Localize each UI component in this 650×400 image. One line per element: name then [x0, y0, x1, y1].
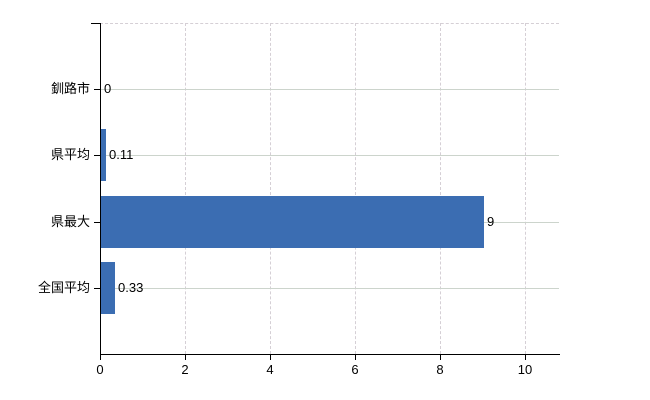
x-tick-label: 4 [266, 362, 274, 377]
gridline-vertical [270, 23, 271, 354]
gridline-horizontal [101, 288, 559, 289]
gridline-vertical [525, 23, 526, 354]
x-tick [100, 355, 101, 360]
x-tick-label: 10 [517, 362, 533, 377]
x-tick [525, 355, 526, 360]
x-tick [440, 355, 441, 360]
x-tick [270, 355, 271, 360]
y-axis-end-tick [91, 23, 100, 24]
bar-value-label: 9 [487, 214, 495, 229]
gridline-vertical [440, 23, 441, 354]
y-tick [94, 89, 100, 90]
category-label: 県最大 [50, 214, 90, 229]
category-label: 県平均 [50, 147, 90, 162]
bar-value-label: 0.11 [109, 147, 134, 162]
bar [101, 262, 115, 314]
category-label: 釧路市 [50, 81, 90, 96]
gridline-vertical [355, 23, 356, 354]
bar-value-label: 0 [104, 81, 112, 96]
x-tick-label: 6 [351, 362, 359, 377]
y-tick [94, 222, 100, 223]
x-tick-label: 8 [436, 362, 444, 377]
x-tick-label: 0 [96, 362, 104, 377]
y-axis-line [100, 23, 101, 354]
gridline-vertical [185, 23, 186, 354]
bar [101, 196, 484, 248]
gridline-horizontal [101, 89, 559, 90]
x-tick [355, 355, 356, 360]
x-tick [185, 355, 186, 360]
x-tick-label: 2 [181, 362, 189, 377]
bar-value-label: 0.33 [118, 280, 144, 295]
x-axis-line [100, 354, 560, 355]
y-tick [94, 288, 100, 289]
gridline-horizontal [101, 155, 559, 156]
y-tick [94, 155, 100, 156]
plot-top-border [100, 23, 559, 24]
category-label: 全国平均 [37, 280, 90, 295]
bar [101, 129, 106, 181]
